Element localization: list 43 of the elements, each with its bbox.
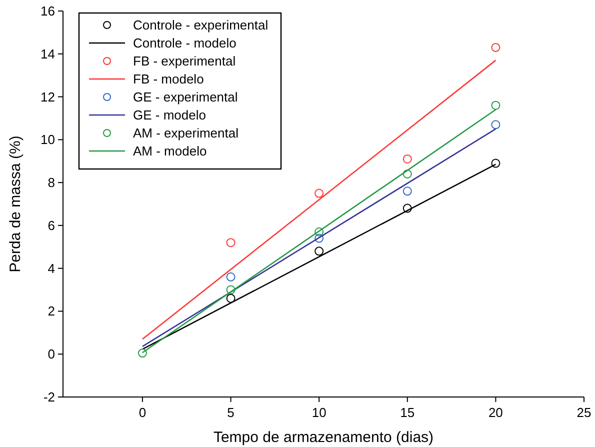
point — [491, 42, 500, 52]
legend-label: GE - modelo — [133, 108, 206, 122]
x-tick-label: 10 — [312, 405, 326, 420]
x-tick-label: 0 — [138, 405, 146, 420]
legend-label: GE - experimental — [133, 90, 238, 104]
y-tick-label: 14 — [40, 46, 55, 62]
point — [314, 246, 324, 256]
y-tick-label: 2 — [48, 304, 55, 319]
point — [402, 154, 412, 164]
point — [491, 100, 500, 110]
x-tick-label: 15 — [400, 405, 415, 420]
legend-label: FB - modelo — [133, 72, 204, 86]
point — [314, 234, 324, 243]
point — [491, 120, 500, 130]
x-tick-label: 5 — [227, 405, 234, 420]
y-tick-label: 16 — [40, 4, 55, 18]
point — [314, 227, 324, 236]
point — [226, 238, 236, 248]
y-tick-label: 4 — [48, 260, 55, 276]
legend-label: FB - experimental — [133, 54, 236, 68]
point — [402, 169, 412, 178]
point — [491, 158, 500, 168]
point — [402, 186, 412, 196]
legend-label: Controle - modelo — [133, 36, 236, 50]
legend-label: Controle - experimental — [133, 18, 268, 32]
y-tick-label: 6 — [48, 218, 55, 233]
x-tick-label: 25 — [576, 405, 592, 420]
point — [314, 188, 324, 198]
x-tick-label: 20 — [488, 405, 503, 420]
x-axis-title: Tempo de armazenamento (dias) — [213, 429, 434, 446]
y-tick-label: 10 — [40, 132, 55, 148]
y-tick-label: -2 — [43, 390, 55, 404]
legend-label: AM - experimental — [133, 126, 239, 140]
point — [138, 348, 147, 358]
point — [226, 294, 236, 303]
point — [226, 272, 236, 282]
y-tick-label: 0 — [48, 346, 55, 362]
legend-label: AM - modelo — [133, 144, 207, 158]
point — [402, 204, 412, 213]
y-tick-label: 8 — [48, 175, 55, 190]
y-axis-title: Perda de massa (%) — [7, 136, 24, 272]
point — [226, 285, 236, 294]
y-tick-label: 12 — [40, 89, 55, 104]
